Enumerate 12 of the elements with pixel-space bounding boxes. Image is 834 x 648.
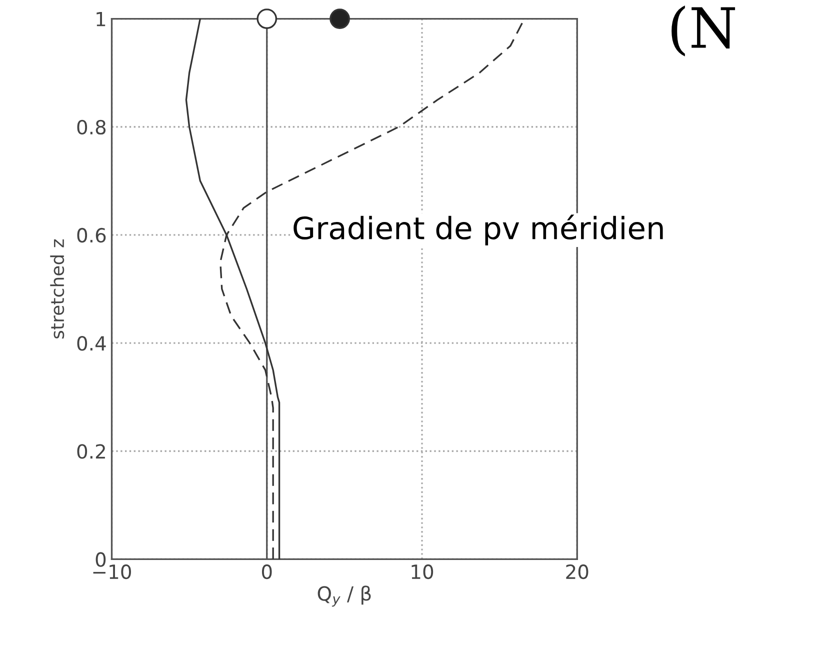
text: (N [672,6,736,56]
y-tick-label: 0.2 [77,444,105,459]
x-tick-label: 0 [262,564,272,580]
y-tick-label: 0.6 [77,228,106,243]
y-tick-label: 0.4 [77,336,106,351]
x-tick-label: 20 [566,564,588,580]
annotation: Gradient de pv méridien [294,214,663,246]
y-tick-label: 0.8 [77,120,106,135]
y-axis-title: stretched z [50,239,64,338]
x-tick-label: 10 [412,564,434,580]
y-tick-label: 1 [96,12,106,26]
x-axis-title: Q$_{y}$ / β [318,586,371,607]
